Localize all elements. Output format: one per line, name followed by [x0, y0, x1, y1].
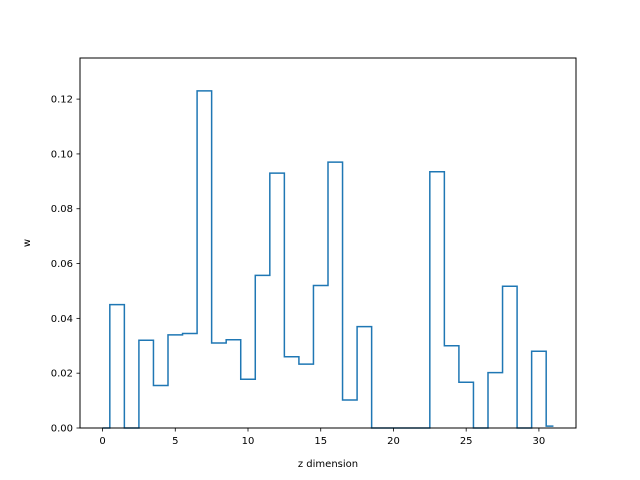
- x-tick-label: 20: [387, 436, 400, 447]
- x-tick-label: 0: [99, 436, 105, 447]
- y-tick-label: 0.08: [51, 204, 73, 215]
- y-axis-label: w: [22, 239, 33, 247]
- x-tick-label: 30: [533, 436, 546, 447]
- y-tick-label: 0.06: [51, 259, 73, 270]
- y-tick-label: 0.10: [51, 149, 73, 160]
- x-tick-label: 10: [242, 436, 255, 447]
- y-tick-label: 0.02: [51, 369, 73, 380]
- y-tick-label: 0.12: [51, 95, 73, 106]
- y-tick-label: 0.00: [51, 424, 73, 435]
- x-tick-label: 5: [172, 436, 178, 447]
- x-axis-ticks: 0 5 10 15 20 25 30: [99, 428, 545, 447]
- y-axis-ticks: 0.00 0.02 0.04 0.06 0.08 0.10 0.12: [51, 95, 80, 435]
- x-tick-label: 15: [314, 436, 327, 447]
- x-tick-label: 25: [460, 436, 473, 447]
- x-axis-label: z dimension: [298, 459, 358, 470]
- axes-frame: [79, 57, 577, 429]
- y-tick-label: 0.04: [51, 314, 73, 325]
